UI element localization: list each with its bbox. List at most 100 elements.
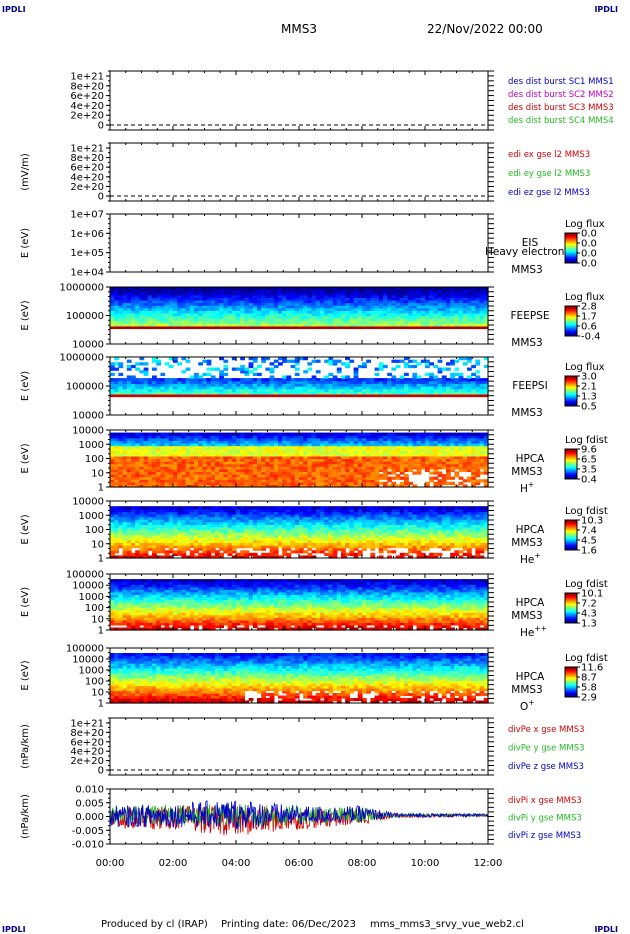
colorbar-cell — [565, 236, 577, 238]
colorbar-cell — [565, 382, 577, 384]
colorbar-cell — [565, 533, 577, 535]
colorbar-cell — [565, 520, 577, 522]
colorbar-tick-label: 7.2 — [581, 599, 597, 610]
y-tick-label: 100000 — [66, 644, 104, 655]
script-name: mms_mms3_srvy_vue_web2.cl — [370, 919, 524, 930]
colorbar-title: Log fdist — [565, 506, 608, 517]
colorbar-cell — [565, 606, 577, 608]
colorbar-cell — [565, 607, 577, 609]
x-tick-label: 10:00 — [411, 858, 440, 869]
x-tick-label: 06:00 — [285, 858, 314, 869]
y-tick-label: 100 — [85, 677, 104, 688]
colorbar-cell — [565, 330, 577, 332]
colorbar-cell — [565, 603, 577, 605]
colorbar-cell — [565, 329, 577, 331]
legend-entry: des dist burst SC4 MMS4 — [508, 116, 614, 126]
colorbar-cell — [565, 542, 577, 544]
legend-entry: divPi x gse MMS3 — [508, 796, 582, 806]
y-tick-label: 100 — [85, 603, 104, 614]
colorbar-cell — [565, 387, 577, 389]
y-tick-label: 8e+20 — [70, 728, 104, 739]
colorbar-cell — [565, 386, 577, 388]
colorbar-cell — [565, 538, 577, 540]
y-tick-label: 1000 — [79, 666, 104, 677]
colorbar-cell — [565, 597, 577, 599]
colorbar-cell — [565, 313, 577, 315]
colorbar-cell — [565, 668, 577, 670]
legend-entry: des dist burst SC3 MMS3 — [508, 103, 614, 113]
y-tick-label: 2e+20 — [70, 111, 104, 122]
colorbar-cell — [565, 248, 577, 250]
colorbar-tick-label: -0.4 — [581, 332, 601, 343]
y-tick-label: 10 — [91, 614, 104, 625]
legend-entry: divPe y gse MMS3 — [508, 744, 585, 754]
species-charge: + — [534, 551, 540, 560]
colorbar-cell — [565, 388, 577, 390]
y-tick-label: 0 — [98, 121, 104, 132]
y-tick-label: 8e+20 — [70, 81, 104, 92]
spectrogram-hpca_o — [110, 653, 489, 704]
colorbar-cell — [565, 451, 577, 453]
colorbar-cell — [565, 678, 577, 680]
y-tick-label: 1 — [98, 554, 104, 565]
colorbar-cell — [565, 544, 577, 546]
y-tick-label: 0 — [98, 766, 104, 777]
colorbar-title: Log fdist — [565, 653, 608, 664]
species-name: O — [520, 701, 528, 713]
colorbar-tick-label: 3.0 — [581, 372, 597, 383]
colorbar-cell — [565, 675, 577, 677]
colorbar-tick-label: 10.1 — [581, 589, 603, 600]
colorbar-cell — [565, 524, 577, 526]
plot-frame — [109, 70, 489, 131]
colorbar-tick-label: 8.7 — [581, 673, 597, 684]
colorbar-cell — [565, 381, 577, 383]
colorbar-cell — [565, 469, 577, 471]
colorbar-cell — [565, 466, 577, 468]
colorbar-cell — [565, 548, 577, 550]
colorbar-cell — [565, 543, 577, 545]
colorbar-tick-label: 1.7 — [581, 312, 597, 323]
colorbar-cell — [565, 452, 577, 454]
y-axis-label: E (eV) — [20, 371, 31, 401]
colorbar-cell — [565, 237, 577, 239]
colorbar-tick-label: 2.1 — [581, 382, 597, 393]
colorbar-cell — [565, 613, 577, 615]
colorbar-frame — [564, 519, 578, 551]
y-tick-label: -0.005 — [72, 826, 104, 837]
y-tick-label: 1 — [98, 483, 104, 494]
colorbar-cell — [565, 391, 577, 393]
colorbar-cell — [565, 393, 577, 395]
colorbar-title: Log fdist — [565, 435, 608, 446]
colorbar-cell — [565, 465, 577, 467]
colorbar-cell — [565, 611, 577, 613]
y-axis-label: E (eV) — [20, 660, 31, 690]
colorbar-cell — [565, 682, 577, 684]
colorbar-title: Log fdist — [565, 579, 608, 590]
colorbar-cell — [565, 241, 577, 243]
colorbar-frame — [564, 666, 578, 698]
colorbar-cell — [565, 621, 577, 623]
colorbar-cell — [565, 529, 577, 531]
colorbar-cell — [565, 403, 577, 405]
x-tick-label: 08:00 — [348, 858, 377, 869]
colorbar-cell — [565, 688, 577, 690]
colorbar-cell — [565, 392, 577, 394]
colorbar-cell — [565, 695, 577, 697]
colorbar-frame — [564, 232, 578, 264]
species-name: H — [520, 483, 528, 495]
colorbar-cell — [565, 460, 577, 462]
y-tick-label: 0 — [98, 192, 104, 203]
colorbar-cell — [565, 526, 577, 528]
legend-entry: divPi z gse MMS3 — [508, 831, 581, 841]
spacecraft-label: MMS3 — [511, 407, 542, 419]
colorbar-cell — [565, 620, 577, 622]
y-tick-label: 1 — [98, 699, 104, 710]
x-tick-label: 04:00 — [222, 858, 251, 869]
colorbar-cell — [565, 251, 577, 253]
colorbar-cell — [565, 472, 577, 474]
y-axis-label: (mV/m) — [20, 153, 31, 191]
y-tick-label: 100000 — [66, 570, 104, 581]
colorbar-cell — [565, 602, 577, 604]
